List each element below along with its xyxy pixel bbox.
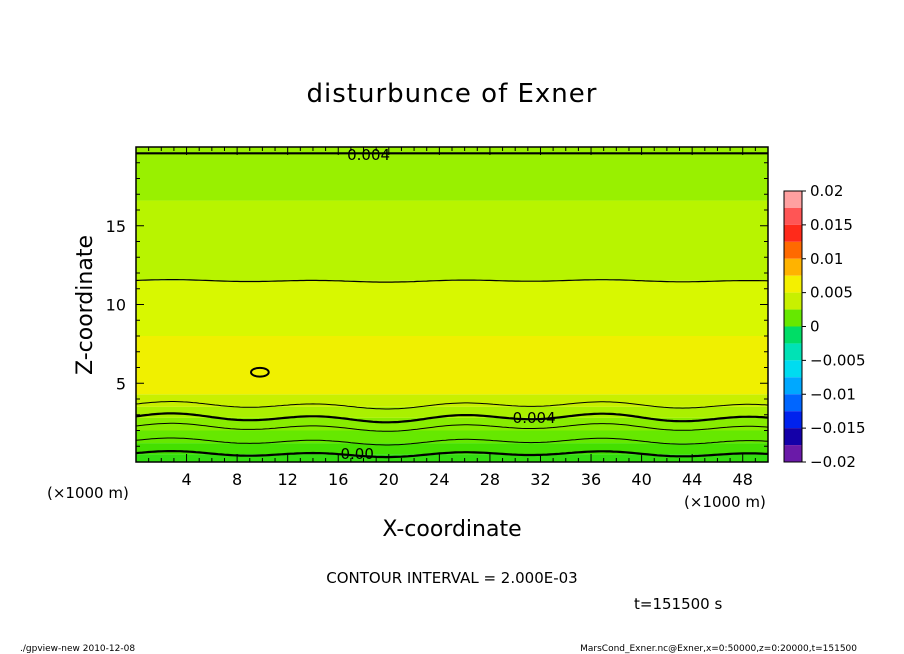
- contour-lines: [135, 152, 769, 459]
- field-band-3: [136, 417, 768, 431]
- contour-label-0: 0.004: [513, 409, 556, 427]
- y-axis-ticks: 5 10 15: [106, 162, 768, 447]
- colorbar-label-4: 0: [810, 318, 820, 336]
- colorbar-label-6: −0.01: [810, 385, 856, 403]
- chart-title: disturbunce of Exner: [307, 79, 598, 109]
- x-tick-label-12: 12: [278, 470, 298, 489]
- colorbar-level-13: [784, 411, 802, 429]
- colorbar-level-15: [784, 445, 802, 462]
- y-tick-label-15: 15: [106, 217, 126, 236]
- contour-line-4: [135, 401, 769, 410]
- colorbar-label-3: 0.005: [810, 284, 853, 302]
- colorbar-level-9: [784, 343, 802, 361]
- field-band-4: [136, 406, 768, 418]
- colorbar-level-0: [784, 191, 802, 208]
- contour-line-5: [135, 279, 769, 283]
- x-tick-label-20: 20: [379, 470, 399, 489]
- closed-contour: [250, 366, 270, 378]
- colorbar-label-2: 0.01: [810, 250, 843, 268]
- x-tick-label-28: 28: [480, 470, 500, 489]
- colorbar-level-1: [784, 207, 802, 225]
- source-info: MarsCond_Exner.nc@Exner,x=0:50000,z=0:20…: [580, 644, 857, 654]
- colorbar-level-10: [784, 360, 802, 378]
- field-band-9: [136, 147, 768, 201]
- x-tick-label-8: 8: [232, 470, 242, 489]
- colorbar-level-7: [784, 309, 802, 327]
- contour-line-2: [135, 422, 769, 432]
- colorbar-level-12: [784, 394, 802, 412]
- colorbar-label-0: 0.02: [810, 182, 843, 200]
- colorbar-level-8: [784, 326, 802, 344]
- colorbar-level-3: [784, 241, 802, 259]
- contour-label-1: 0.00: [340, 445, 373, 463]
- field-band-6: [136, 336, 768, 395]
- y-axis-label: Z-coordinate: [73, 235, 98, 375]
- contour-line-3: [135, 412, 769, 424]
- field-band-1: [136, 443, 768, 455]
- colorbar-label-5: −0.005: [810, 351, 866, 369]
- program-info: ./gpview-new 2010-12-08: [20, 644, 135, 654]
- x-tick-label-16: 16: [328, 470, 348, 489]
- colorbar-level-6: [784, 292, 802, 310]
- time-stamp: t=151500 s: [634, 595, 722, 613]
- x-tick-label-44: 44: [682, 470, 702, 489]
- contour-interval: CONTOUR INTERVAL = 2.000E-03: [326, 569, 577, 587]
- contour-labels: 0.004 0.00 0.004: [340, 146, 555, 463]
- x-axis-unit-right: (×1000 m): [684, 493, 766, 511]
- colorbar-level-4: [784, 258, 802, 276]
- colorbar-label-8: −0.02: [810, 453, 856, 471]
- x-tick-label-36: 36: [581, 470, 601, 489]
- x-tick-label-32: 32: [530, 470, 550, 489]
- field-band-2: [136, 430, 768, 444]
- y-tick-label-10: 10: [106, 296, 126, 315]
- contour-line-0: [135, 450, 769, 459]
- contour-line-1: [135, 437, 769, 446]
- field-band-5: [136, 394, 768, 407]
- x-tick-label-4: 4: [181, 470, 191, 489]
- colorbar: [784, 191, 802, 462]
- colorbar-label-1: 0.015: [810, 216, 853, 234]
- x-axis-unit-left: (×1000 m): [47, 484, 129, 502]
- x-tick-label-40: 40: [631, 470, 651, 489]
- colorbar-level-11: [784, 377, 802, 395]
- x-tick-label-48: 48: [733, 470, 753, 489]
- plot-area: [136, 147, 768, 462]
- y-tick-label-5: 5: [116, 374, 126, 393]
- colorbar-level-5: [784, 275, 802, 293]
- colorbar-label-7: −0.015: [810, 419, 866, 437]
- x-axis-ticks: 4 8 12 16 20 24 28 32 36 40 44 48: [148, 147, 756, 489]
- colorbar-labels: 0.02 0.015 0.01 0.005 0 −0.005 −0.01 −0.015 −0.0…: [802, 182, 866, 471]
- contour-label-2: 0.004: [347, 146, 390, 164]
- field-band-7: [136, 280, 768, 336]
- x-axis-label: X-coordinate: [382, 517, 521, 542]
- colorbar-level-2: [784, 224, 802, 242]
- field-band-8: [136, 200, 768, 281]
- x-tick-label-24: 24: [429, 470, 449, 489]
- colorbar-level-14: [784, 428, 802, 446]
